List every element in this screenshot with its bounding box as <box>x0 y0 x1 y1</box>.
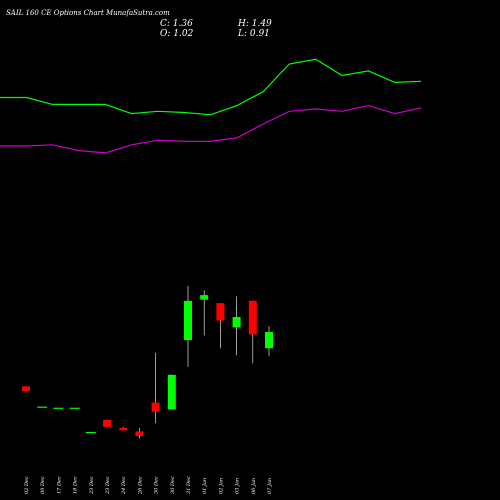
x-tick-label: 30 Dec <box>154 476 160 494</box>
x-tick-label: 26 Dec <box>137 476 143 495</box>
candle-body <box>151 402 160 412</box>
candle-body <box>22 386 30 391</box>
x-tick-label: 31 Dec <box>186 476 192 494</box>
candle <box>53 407 64 409</box>
candle-body <box>216 303 225 321</box>
candle <box>22 386 30 391</box>
candle-body <box>248 300 257 335</box>
x-tick-label: 09 Dec <box>40 476 46 494</box>
x-tick-label: 23 Dec <box>105 476 111 495</box>
x-tick-label: 06 Jan <box>251 478 257 494</box>
upper-band-line <box>0 58 422 116</box>
candle <box>265 326 273 357</box>
x-axis-tick-labels: 02 Dec 09 Dec 17 Dec 18 Dec 23 Dec 23 Dec 24 D… <box>24 476 273 495</box>
x-tick-label: 23 Dec <box>89 476 95 495</box>
candle-body <box>69 407 80 409</box>
x-tick-label: 01 Jan <box>202 478 208 494</box>
close-readout: C: 1.36 <box>160 19 193 29</box>
candle <box>69 407 80 409</box>
candle-body <box>265 332 273 349</box>
lower-band-line <box>0 104 422 154</box>
candle <box>216 303 225 349</box>
x-tick-label: 17 Dec <box>56 476 62 494</box>
low-readout: L: 0.91 <box>237 29 270 39</box>
candle <box>167 374 176 410</box>
x-tick-label: 02 Dec <box>24 476 30 494</box>
candle <box>232 296 241 356</box>
candle-body <box>119 428 128 431</box>
candle <box>248 300 257 364</box>
candle <box>200 290 209 336</box>
candle-body <box>53 407 64 409</box>
x-tick-label: 02 Jan <box>218 478 224 494</box>
x-tick-label: 18 Dec <box>73 476 79 494</box>
x-tick-label: 07 Jan <box>267 478 273 494</box>
candle-body <box>200 295 209 300</box>
candle <box>85 432 96 434</box>
candle <box>151 352 160 424</box>
candle-body <box>184 300 192 341</box>
chart-title: SAIL 160 CE Options Chart MunafaSutra.co… <box>6 9 170 17</box>
candle-body <box>167 374 176 410</box>
candle <box>37 406 48 408</box>
candle <box>103 419 111 427</box>
candle-body <box>85 432 96 434</box>
candle <box>119 426 128 431</box>
candle-body <box>232 317 241 328</box>
upper-band-series <box>0 58 422 116</box>
candle <box>135 428 144 439</box>
candles-series <box>22 285 273 439</box>
candle-body <box>135 431 144 436</box>
x-tick-label: 03 Jan <box>235 478 241 494</box>
candle-body <box>37 406 48 408</box>
open-readout: O: 1.02 <box>160 29 194 39</box>
candle-body <box>103 419 111 427</box>
x-tick-label: 30 Dec <box>170 476 176 494</box>
high-readout: H: 1.49 <box>237 19 272 29</box>
x-tick-label: 24 Dec <box>121 476 127 495</box>
lower-band-series <box>0 104 422 154</box>
candle <box>184 285 192 367</box>
